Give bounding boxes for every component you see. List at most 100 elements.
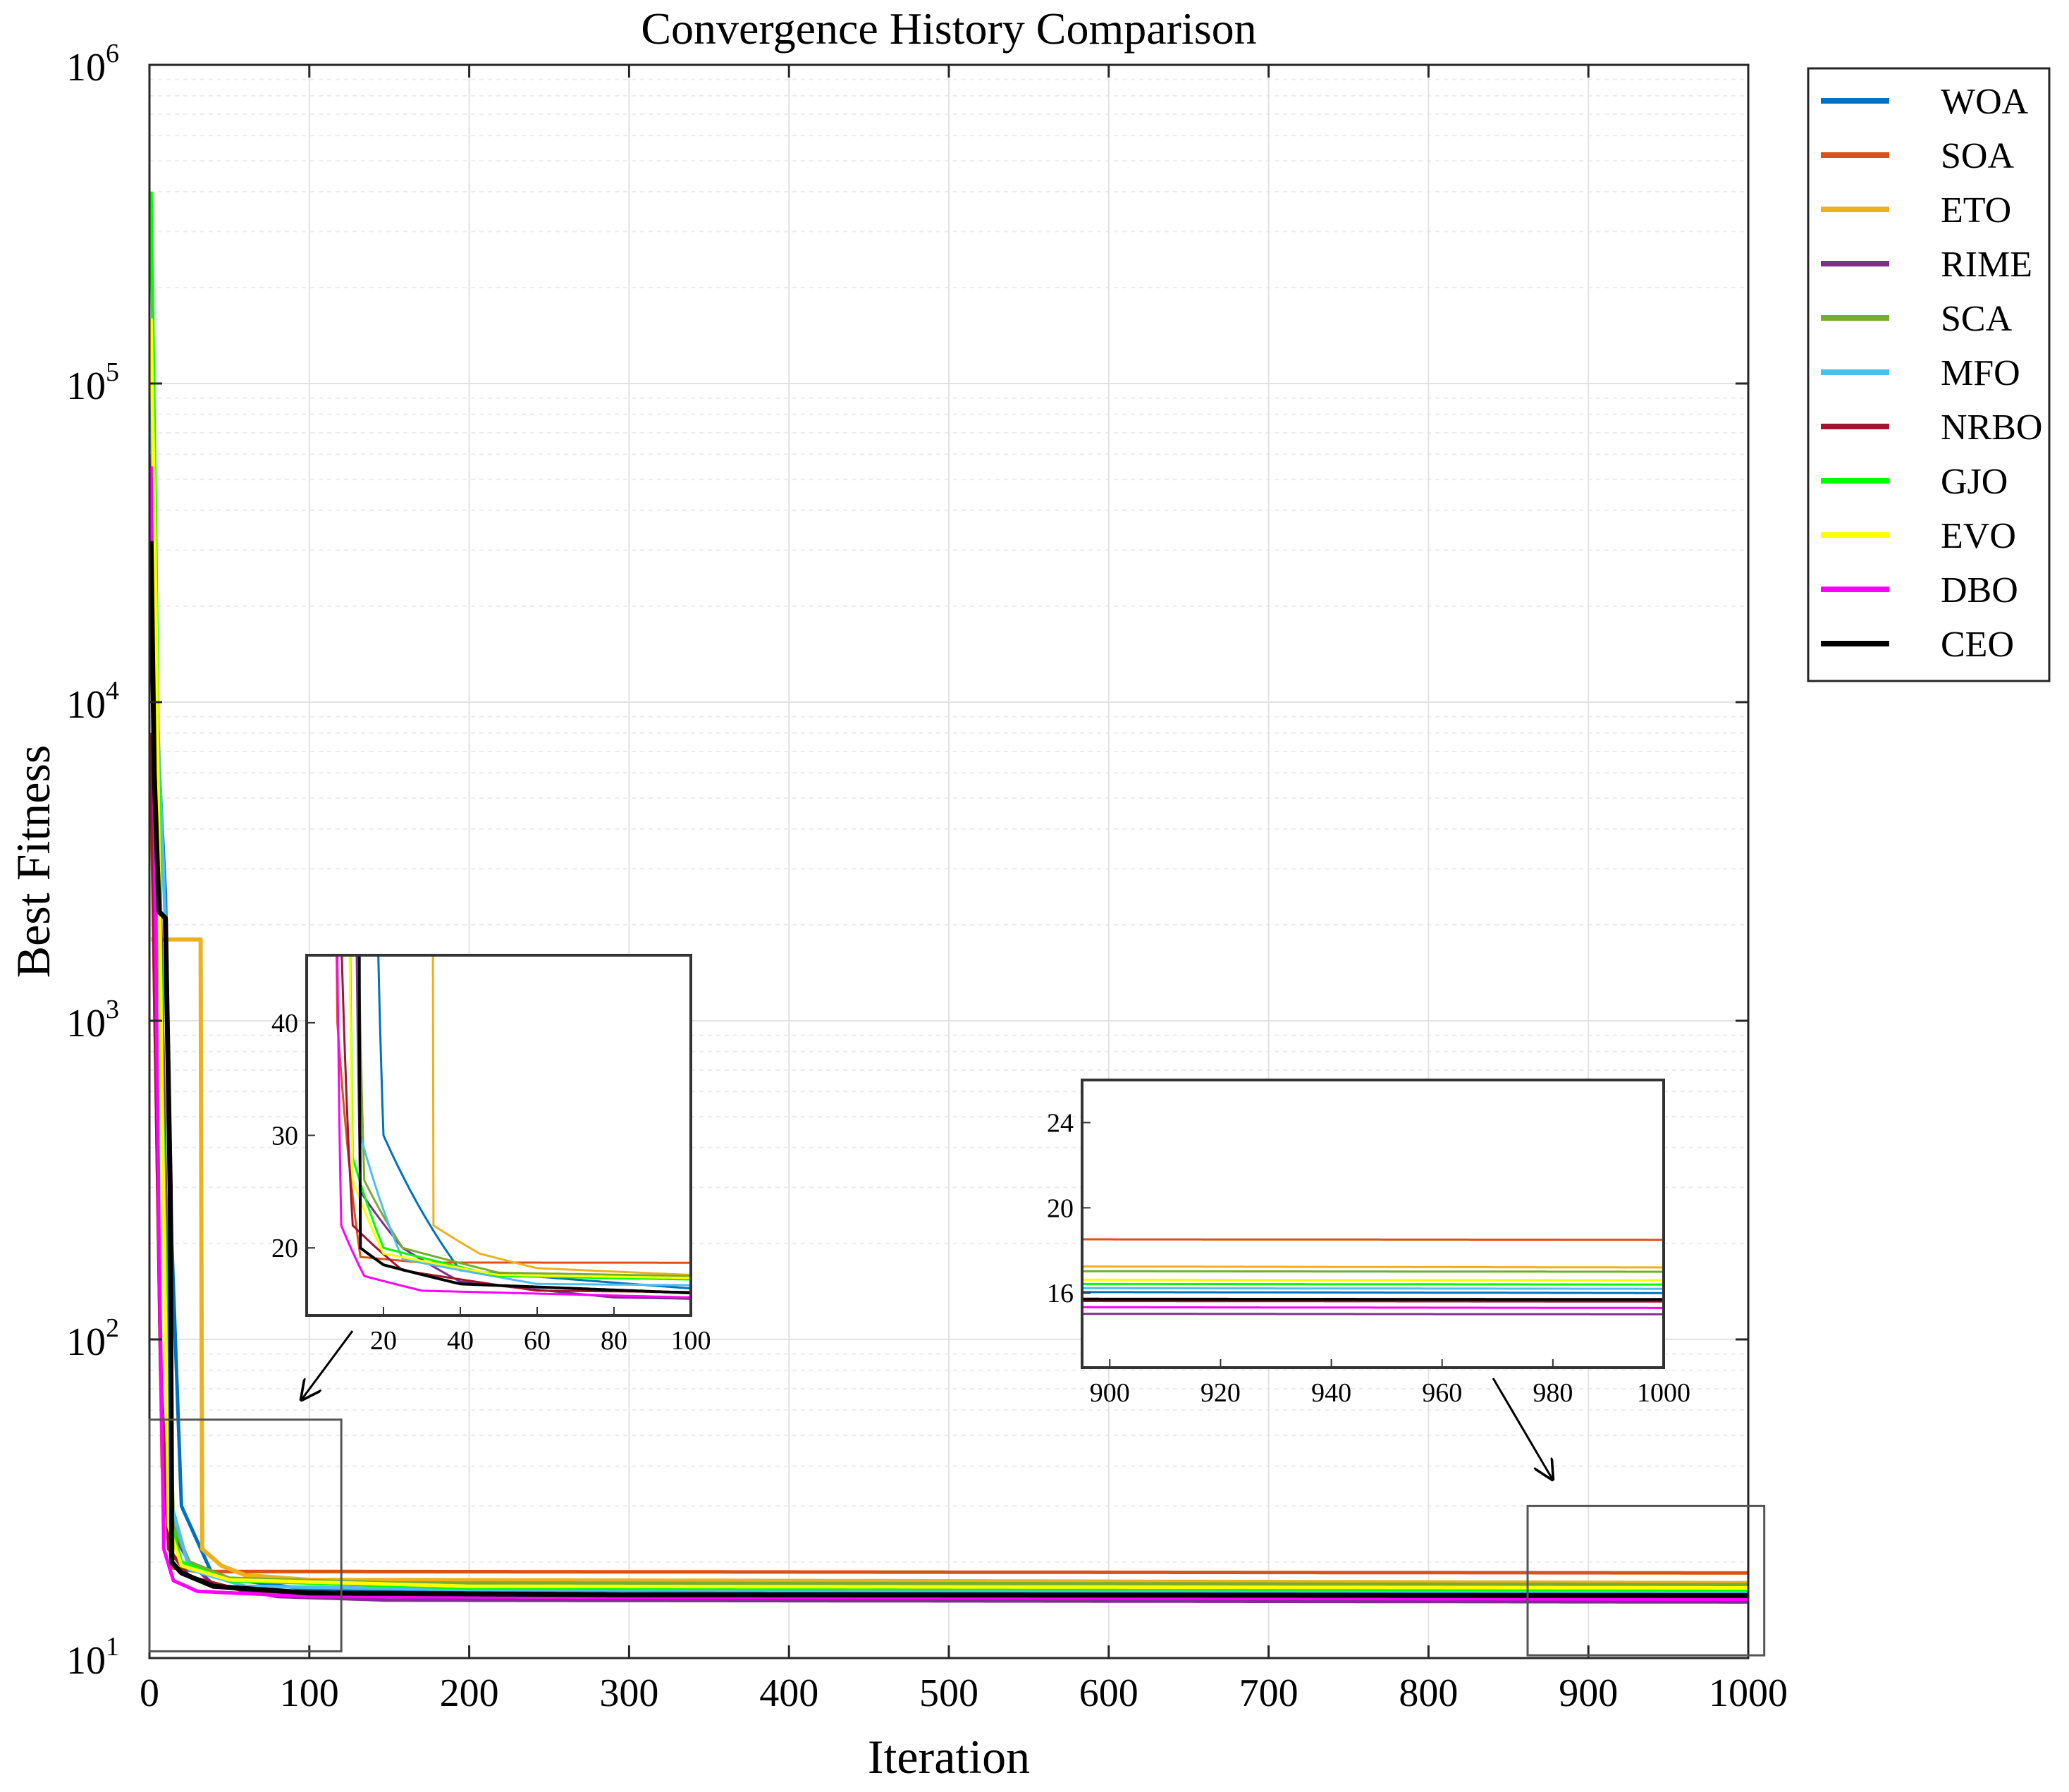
x-tick-label: 300: [599, 1671, 658, 1715]
inset-y-tick-label: 30: [271, 1122, 298, 1151]
legend-label: GJO: [1941, 462, 2008, 502]
legend-item-soa: SOA: [1821, 136, 2014, 176]
inset-series-line-ceo: [1082, 1297, 1662, 1301]
x-tick-label: 1000: [1709, 1671, 1788, 1715]
inset-series-line-eto: [1082, 1265, 1662, 1269]
y-tick-label: 106: [66, 39, 119, 90]
x-tick-label: 900: [1559, 1671, 1618, 1715]
inset-x-tick-label: 20: [370, 1326, 397, 1356]
legend-label: CEO: [1941, 625, 2014, 665]
zoom-box-zoom-early: [148, 1418, 343, 1652]
inset-zoom-early: 20 40 60 80 100 20 30 40: [271, 954, 711, 1356]
y-tick-label: 103: [66, 995, 119, 1045]
series-line-evo: [149, 318, 1748, 1590]
inset-series-line-eto: [431, 955, 691, 1276]
zoom-arrows: [302, 1330, 1552, 1479]
x-axis-label: Iteration: [868, 1730, 1030, 1784]
inset-series-lines: [336, 955, 691, 1300]
y-axis-label: Best Fitness: [6, 745, 60, 978]
y-tick-label: 105: [66, 357, 119, 408]
inset-series-line-nrbo: [1082, 1300, 1662, 1303]
legend-label: DBO: [1941, 570, 2018, 610]
x-tick-label: 500: [919, 1671, 978, 1715]
y-tick-label: 102: [66, 1313, 119, 1364]
legend-item-evo: EVO: [1821, 516, 2016, 556]
inset-series-line-soa: [1082, 1238, 1662, 1241]
inset-series-line-woa: [1082, 1291, 1662, 1294]
legend-label: RIME: [1941, 245, 2032, 285]
inset-y-tick-label: 24: [1047, 1108, 1074, 1138]
series-line-sca: [149, 510, 1748, 1587]
x-tick-label: 0: [140, 1671, 159, 1715]
inset-series-line-sca: [357, 955, 691, 1277]
inset-x-tick-label: 980: [1533, 1378, 1573, 1408]
legend-item-ceo: CEO: [1821, 625, 2014, 665]
zoom-source-boxes: [148, 1418, 1766, 1657]
inset-series-line-evo: [1082, 1278, 1662, 1282]
inset-series-line-dbo: [336, 955, 691, 1299]
y-tick-label: 104: [66, 676, 119, 727]
series-line-eto: [149, 937, 1748, 1585]
inset-x-tick-label: 900: [1090, 1378, 1130, 1408]
legend: WOA SOA ETO RIME SCA MFO NRBO GJO EVO DBO CEO: [1807, 67, 2051, 682]
x-tick-label: 700: [1239, 1671, 1299, 1715]
inset-background: [1082, 1080, 1664, 1368]
y-tick-label: 101: [66, 1632, 119, 1683]
legend-label: MFO: [1941, 353, 2020, 393]
inset-y-tick-label: 20: [271, 1234, 298, 1263]
legend-label: EVO: [1941, 516, 2016, 556]
legend-label: WOA: [1941, 82, 2029, 122]
x-tick-label: 600: [1079, 1671, 1138, 1715]
inset-y-tick-label: 20: [1047, 1193, 1074, 1223]
series-line-ceo: [148, 541, 1749, 1598]
legend-label: ETO: [1941, 190, 2011, 231]
inset-background: [307, 955, 691, 1315]
legend-item-woa: WOA: [1821, 82, 2029, 122]
zoom-box-zoom-late: [1526, 1504, 1766, 1657]
inset-series-line-dbo: [1082, 1306, 1662, 1309]
legend-item-eto: ETO: [1821, 190, 2011, 231]
legend-item-rime: RIME: [1821, 245, 2032, 285]
inset-plots: 20 40 60 80 100 20 30 40 900 920 940 960 980 1000 16 20…: [271, 954, 1690, 1408]
legend-item-nrbo: NRBO: [1821, 407, 2042, 448]
inset-series-line-evo: [348, 955, 691, 1279]
inset-x-tick-label: 1000: [1637, 1378, 1690, 1408]
inset-y-tick-label: 40: [271, 1009, 298, 1038]
x-tick-label: 800: [1399, 1671, 1458, 1715]
legend-label: SCA: [1941, 299, 2013, 339]
inset-x-tick-label: 60: [524, 1326, 551, 1356]
series-line-gjo: [149, 191, 1748, 1592]
legend-item-gjo: GJO: [1821, 462, 2008, 502]
inset-series-line-rime: [1082, 1313, 1662, 1315]
arrow-to-early-zoom: [302, 1330, 354, 1399]
inset-series-lines: [1082, 1238, 1662, 1315]
inset-series-line-ceo: [357, 955, 691, 1295]
inset-x-tick-label: 80: [601, 1326, 627, 1356]
legend-item-mfo: MFO: [1821, 353, 2020, 393]
main-ticks: 0 100 200 300 400 500 600 700 800 900 1000 101 102 10…: [66, 39, 1788, 1715]
x-tick-label: 400: [759, 1671, 818, 1715]
inset-x-tick-label: 40: [447, 1326, 474, 1356]
inset-y-tick-label: 16: [1047, 1279, 1074, 1308]
inset-series-line-mfo: [358, 955, 691, 1287]
legend-item-sca: SCA: [1821, 299, 2013, 339]
arrow-to-late-zoom: [1492, 1377, 1552, 1479]
chart-title: Convergence History Comparison: [641, 4, 1256, 54]
legend-item-dbo: DBO: [1821, 570, 2018, 610]
inset-x-tick-label: 960: [1422, 1378, 1462, 1408]
inset-series-line-mfo: [1082, 1287, 1662, 1290]
x-tick-label: 100: [280, 1671, 339, 1715]
inset-series-line-sca: [1082, 1270, 1662, 1273]
inset-frame: [1081, 1079, 1665, 1369]
x-tick-label: 200: [440, 1671, 499, 1715]
inset-series-line-gjo: [349, 955, 691, 1281]
inset-zoom-late: 900 920 940 960 980 1000 16 20 24: [1047, 1079, 1690, 1408]
inset-x-tick-label: 100: [671, 1326, 711, 1356]
legend-label: SOA: [1941, 136, 2014, 176]
main-grid: [149, 64, 1749, 1659]
legend-label: NRBO: [1941, 407, 2042, 448]
inset-x-tick-label: 940: [1311, 1378, 1351, 1408]
inset-x-tick-label: 920: [1201, 1378, 1241, 1408]
main-series-lines: [148, 191, 1749, 1604]
